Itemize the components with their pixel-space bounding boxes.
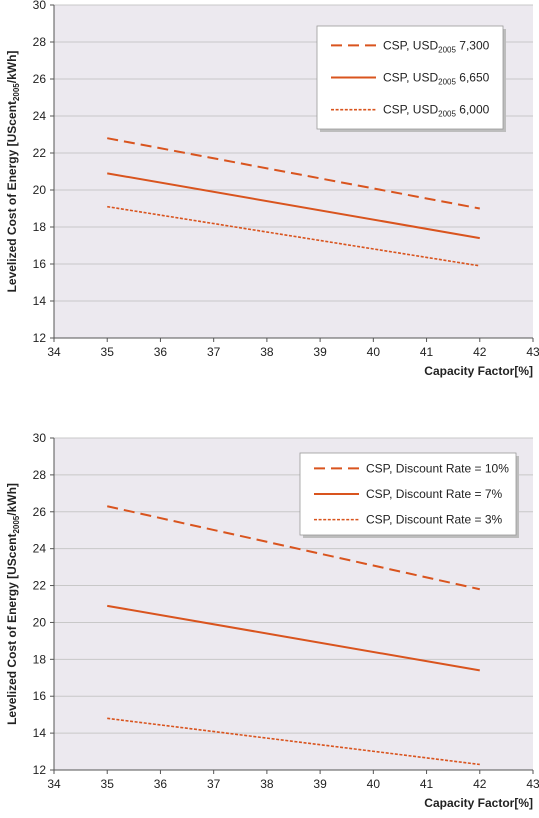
x-tick-label: 34 <box>47 777 61 791</box>
x-tick-label: 36 <box>154 777 168 791</box>
x-axis-label: Capacity Factor[%] <box>424 796 533 810</box>
legend-label: CSP, Discount Rate = 7% <box>366 487 503 501</box>
y-tick-label: 28 <box>33 468 47 482</box>
y-tick-label: 26 <box>33 72 47 86</box>
x-axis-label: Capacity Factor[%] <box>424 364 533 378</box>
y-axis-label: Levelized Cost of Energy [UScent2005/kWh… <box>5 51 21 293</box>
x-tick-label: 36 <box>154 345 168 359</box>
x-tick-label: 38 <box>260 345 274 359</box>
y-tick-label: 18 <box>33 220 47 234</box>
legend-label: CSP, USD2005 6,650 <box>383 71 490 87</box>
y-tick-label: 24 <box>33 109 47 123</box>
series-line-dashed <box>107 505 480 591</box>
series-line-dotted <box>107 205 480 267</box>
x-tick-label: 41 <box>420 345 434 359</box>
x-tick-label: 35 <box>101 345 115 359</box>
x-tick-label: 42 <box>473 777 487 791</box>
y-tick-label: 12 <box>33 763 47 777</box>
x-tick-label: 40 <box>367 777 381 791</box>
chart-2: 12 14 16 18 20 22 24 26 28 30 34 35 36 37 38 39 40 41 42 43… <box>5 431 539 810</box>
x-tick-label: 41 <box>420 777 434 791</box>
y-tick-label: 18 <box>33 652 47 666</box>
y-tick-label: 14 <box>33 726 47 740</box>
y-tick-label: 22 <box>33 146 47 160</box>
legend-label: CSP, Discount Rate = 10% <box>366 461 509 475</box>
series-line-solid <box>107 604 480 672</box>
x-tick-label: 39 <box>313 345 327 359</box>
chart-1: 12 14 16 18 20 22 24 26 28 30 34 35 36 37 38 39 40 41 42 43… <box>5 0 539 378</box>
series-line-dotted <box>107 717 480 766</box>
series-line-dashed <box>107 137 480 210</box>
x-tick-label: 39 <box>313 777 327 791</box>
y-tick-label: 14 <box>33 294 47 308</box>
x-tick-label: 34 <box>47 345 61 359</box>
y-tick-label: 30 <box>33 0 47 12</box>
x-tick-label: 43 <box>526 345 539 359</box>
y-tick-label: 28 <box>33 35 47 49</box>
x-tick-label: 35 <box>101 777 115 791</box>
y-tick-label: 16 <box>33 257 47 271</box>
legend-label: CSP, USD2005 7,300 <box>383 38 490 54</box>
legend: CSP, USD2005 7,300 CSP, USD2005 6,650 CSP,… <box>316 25 506 132</box>
x-tick-label: 38 <box>260 777 274 791</box>
x-tick-label: 37 <box>207 777 221 791</box>
legend-label: CSP, Discount Rate = 3% <box>366 513 503 527</box>
x-tick-label: 42 <box>473 345 487 359</box>
y-tick-label: 12 <box>33 331 47 345</box>
y-tick-label: 16 <box>33 689 47 703</box>
legend: CSP, Discount Rate = 10% CSP, Discount Ra… <box>299 452 519 538</box>
y-tick-label: 20 <box>33 615 47 629</box>
series-line-solid <box>107 172 480 240</box>
x-tick-label: 37 <box>207 345 221 359</box>
y-tick-label: 20 <box>33 183 47 197</box>
y-tick-label: 22 <box>33 579 47 593</box>
y-tick-label: 30 <box>33 431 47 445</box>
x-tick-label: 43 <box>526 777 539 791</box>
x-tick-label: 40 <box>367 345 381 359</box>
legend-label: CSP, USD2005 6,000 <box>383 103 490 119</box>
y-tick-label: 26 <box>33 505 47 519</box>
y-axis-label: Levelized Cost of Energy [UScent2005/kWh… <box>5 483 21 725</box>
y-tick-label: 24 <box>33 542 47 556</box>
